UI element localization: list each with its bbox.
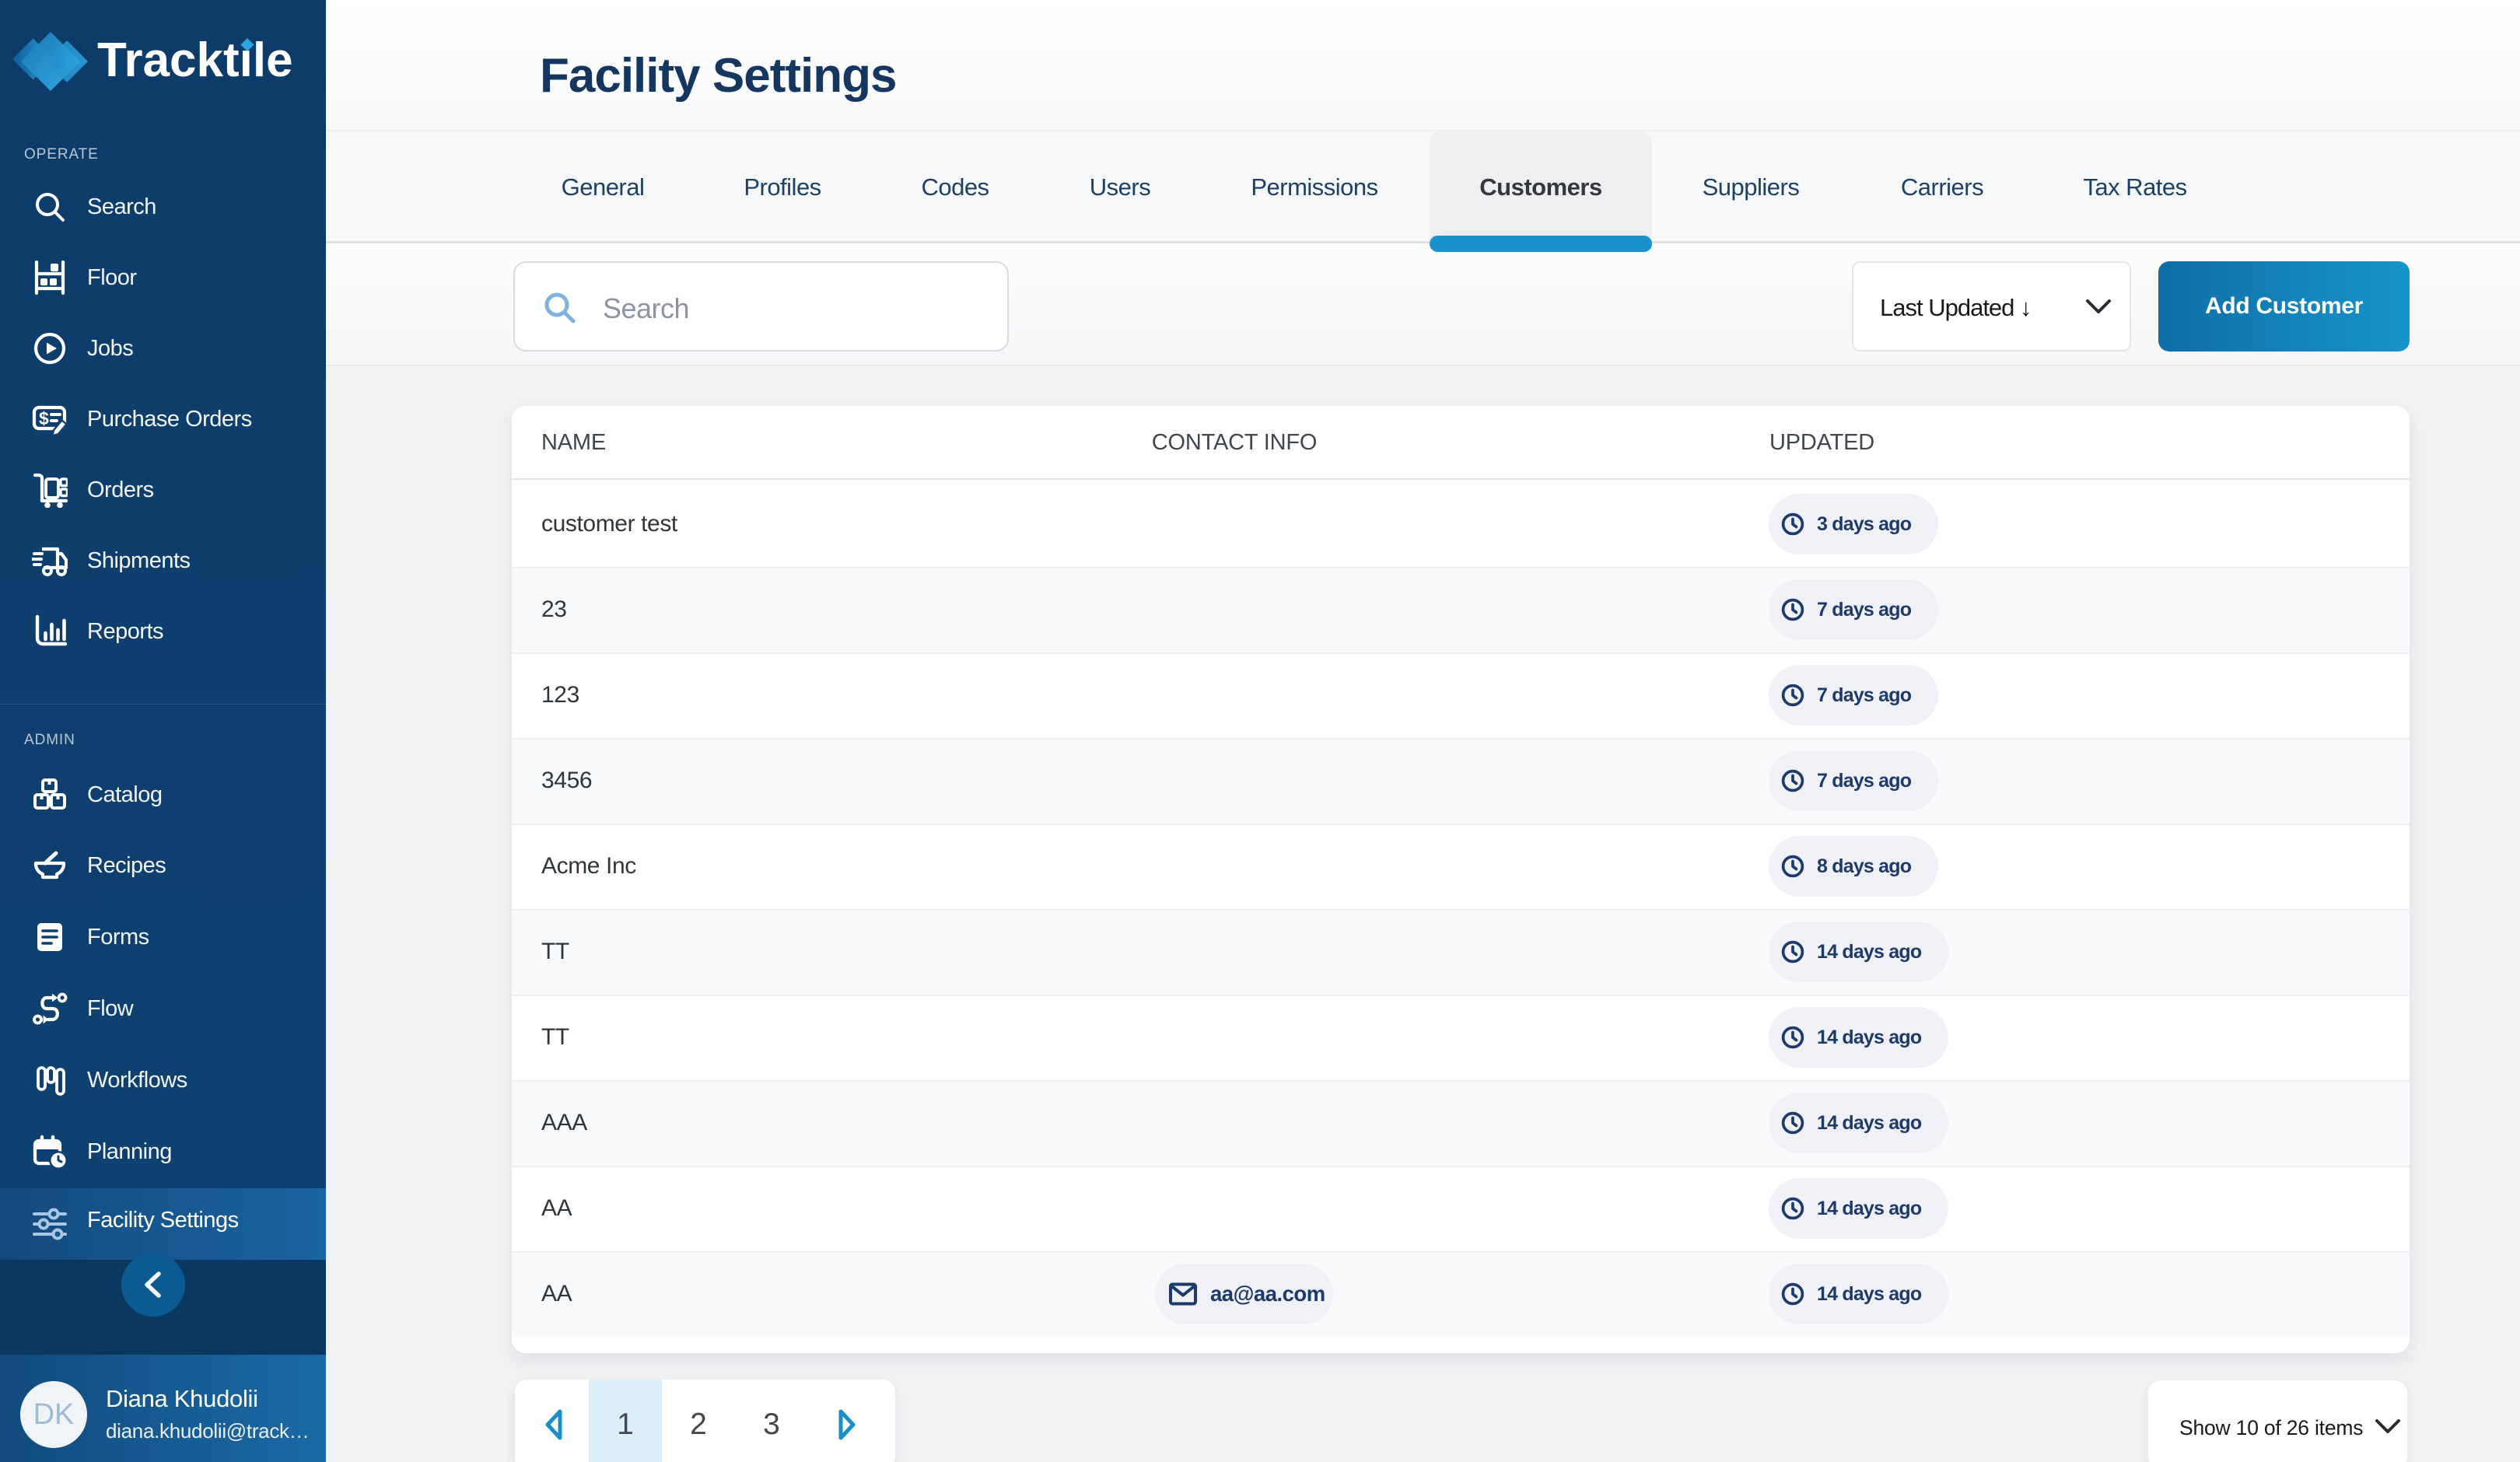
svg-text:Tracktıle: Tracktıle [97,33,293,87]
svg-text:$: $ [39,408,49,428]
